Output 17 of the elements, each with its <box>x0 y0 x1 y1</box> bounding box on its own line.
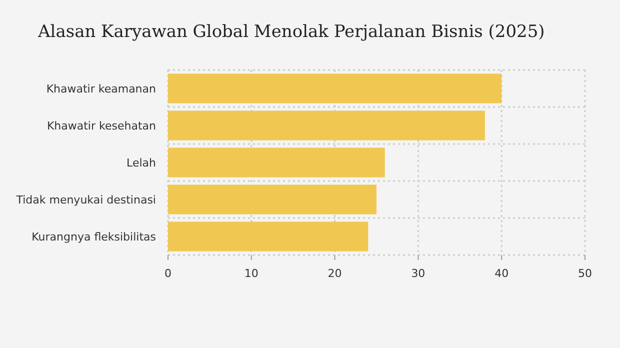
bar <box>168 222 368 252</box>
y-tick-label: Kurangnya fleksibilitas <box>32 230 156 244</box>
x-tick-label: 50 <box>578 267 592 280</box>
y-tick-label: Khawatir kesehatan <box>46 119 156 132</box>
bar <box>168 74 502 104</box>
x-tick-label: 20 <box>328 267 342 280</box>
y-tick-label: Tidak menyukai destinasi <box>15 193 156 206</box>
chart-title: Alasan Karyawan Global Menolak Perjalanan Bisnis (2025) <box>37 22 545 42</box>
y-tick-label: Khawatir keamanan <box>46 82 156 96</box>
bar <box>168 148 385 178</box>
y-tick-label: Lelah <box>126 156 156 170</box>
x-tick-label: 30 <box>411 267 426 280</box>
x-tick-label: 10 <box>244 267 258 280</box>
x-tick-label: 0 <box>164 267 172 280</box>
bar <box>168 184 376 214</box>
x-tick-label: 40 <box>494 267 509 280</box>
bar <box>168 110 485 140</box>
